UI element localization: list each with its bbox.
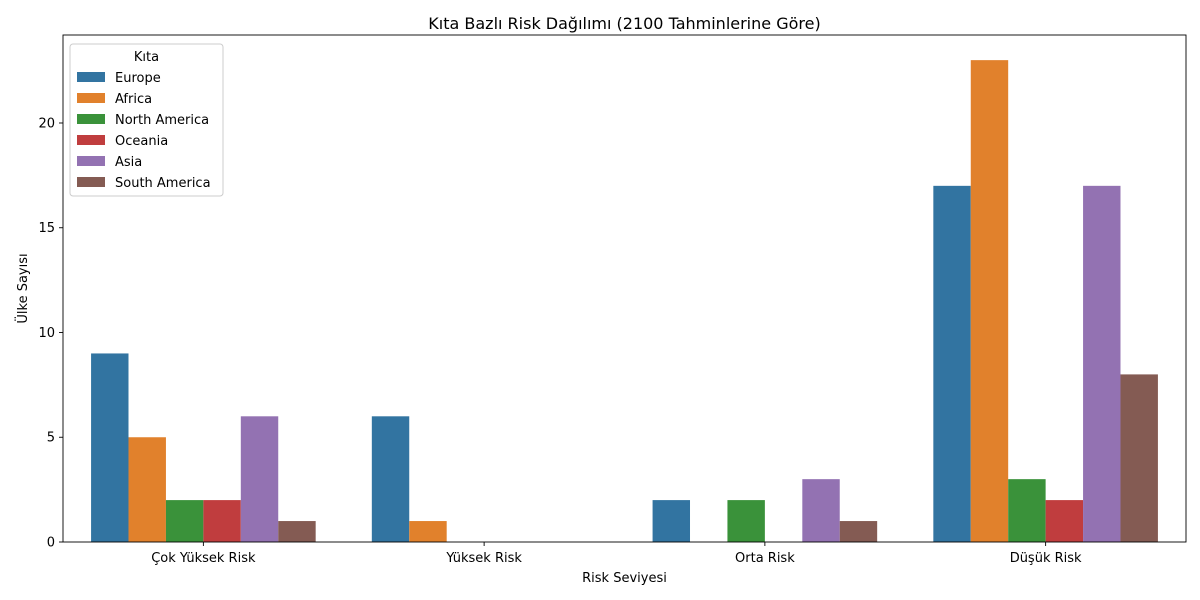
legend-label: Oceania bbox=[115, 134, 168, 149]
chart-title: Kıta Bazlı Risk Dağılımı (2100 Tahminler… bbox=[428, 14, 820, 33]
bar-asia-3 bbox=[1083, 185, 1121, 542]
bar-asia-2 bbox=[802, 479, 840, 542]
legend-label: Asia bbox=[115, 155, 142, 170]
bar-europe-2 bbox=[652, 500, 691, 542]
x-tick-label: Yüksek Risk bbox=[445, 551, 522, 566]
legend: Kıta Europe Africa North America Oceania Asi… bbox=[69, 43, 224, 197]
bar-oceania-3 bbox=[1045, 500, 1084, 542]
bar-africa-1 bbox=[409, 521, 447, 542]
y-tick-label: 20 bbox=[38, 116, 55, 131]
x-tick-label: Düşük Risk bbox=[1010, 551, 1082, 566]
bar-europe-1 bbox=[371, 416, 410, 542]
legend-swatch bbox=[77, 156, 105, 166]
bar-south-america-2 bbox=[839, 521, 878, 542]
legend-swatch bbox=[77, 177, 105, 187]
x-axis-label: Risk Seviyesi bbox=[582, 571, 667, 586]
plot-frame bbox=[62, 34, 1187, 543]
y-tick-label: 0 bbox=[47, 536, 55, 551]
y-tick-label: 5 bbox=[47, 431, 55, 446]
y-axis-label: Ülke Sayısı bbox=[14, 253, 31, 323]
bar-africa-0 bbox=[128, 437, 166, 542]
bar-south-america-3 bbox=[1120, 374, 1158, 542]
y-tick-label: 15 bbox=[38, 221, 55, 236]
bar-asia-0 bbox=[240, 416, 279, 542]
bars-layer bbox=[91, 60, 1158, 542]
bar-europe-0 bbox=[91, 353, 129, 542]
legend-label: South America bbox=[115, 176, 211, 191]
bar-north-america-0 bbox=[165, 500, 204, 542]
legend-swatch bbox=[77, 93, 105, 103]
bar-africa-3 bbox=[970, 60, 1009, 542]
legend-label: Africa bbox=[115, 92, 152, 107]
bar-europe-3 bbox=[933, 185, 971, 542]
x-tick-label: Orta Risk bbox=[735, 551, 795, 566]
legend-title: Kıta bbox=[134, 50, 159, 65]
bar-oceania-0 bbox=[203, 500, 241, 542]
legend-label: North America bbox=[115, 113, 209, 128]
legend-swatch bbox=[77, 135, 105, 145]
bar-north-america-3 bbox=[1008, 479, 1046, 542]
x-axis: Çok Yüksek Risk Yüksek Risk Orta Risk Düşük… bbox=[151, 542, 1082, 566]
y-tick-label: 10 bbox=[38, 326, 55, 341]
legend-swatch bbox=[77, 114, 105, 124]
y-axis: 0 5 10 15 20 bbox=[38, 116, 63, 551]
legend-frame bbox=[69, 43, 224, 197]
x-tick-label: Çok Yüksek Risk bbox=[151, 551, 256, 566]
legend-label: Europe bbox=[115, 71, 161, 86]
legend-items: Europe Africa North America Oceania Asia Sout… bbox=[77, 71, 211, 191]
bar-north-america-2 bbox=[727, 500, 765, 542]
bar-south-america-0 bbox=[278, 521, 316, 542]
legend-swatch bbox=[77, 72, 105, 82]
